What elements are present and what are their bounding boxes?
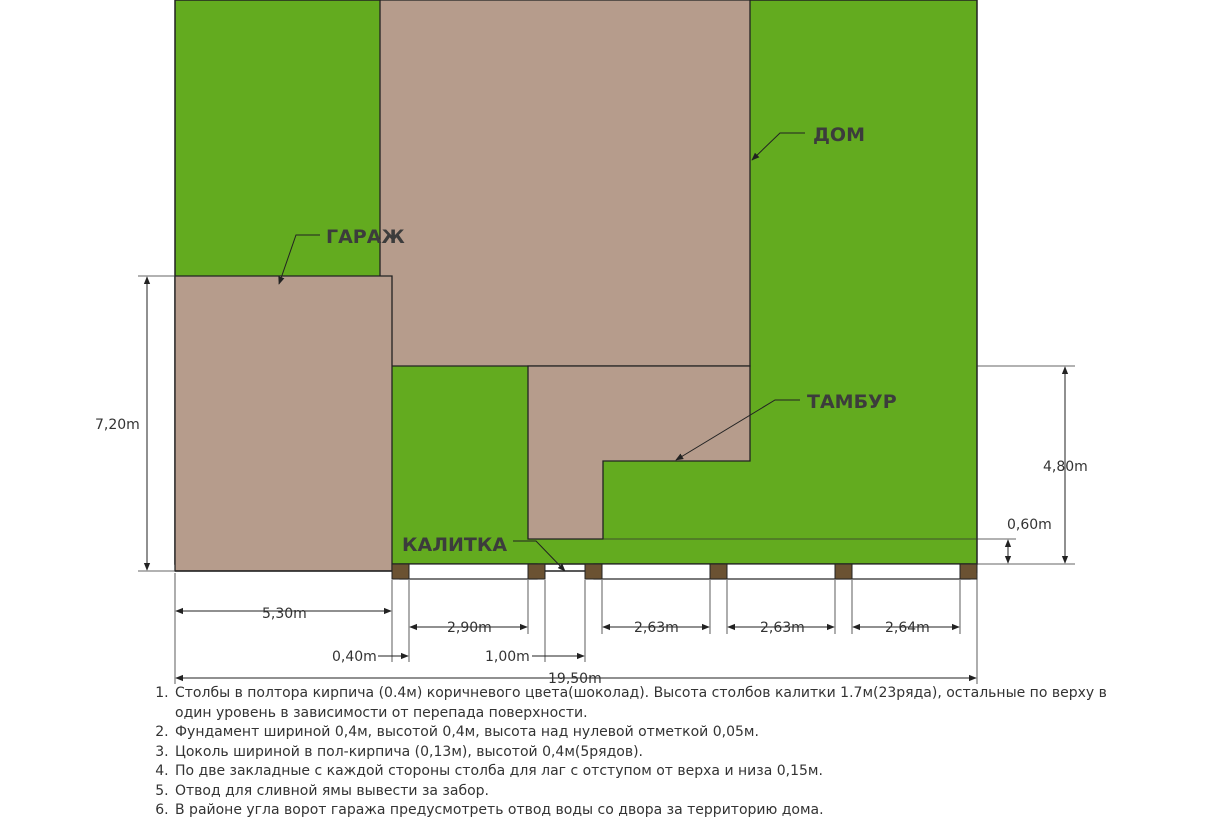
garage-footprint (174, 275, 393, 572)
house-footprint (379, 0, 751, 367)
dimension-lines (143, 276, 1069, 682)
note-item: Цоколь шириной в пол-кирпича (0,13м), вы… (173, 743, 1113, 763)
dim-span-1: 2,90m (447, 620, 492, 636)
fence-span (399, 563, 538, 580)
site-plan: ДОМ ГАРАЖ ТАМБУР КАЛИТКА (95, 0, 1088, 684)
fence-post (709, 563, 728, 580)
dim-garage-depth: 7,20m (95, 417, 140, 433)
dim-span-4: 2,64m (885, 620, 930, 636)
note-item: Отвод для сливной ямы вывести за забор. (173, 782, 1113, 802)
fence-post (834, 563, 853, 580)
dim-span-2: 2,63m (634, 620, 679, 636)
notes-list: Столбы в полтора кирпича (0.4м) коричнев… (155, 684, 1113, 821)
vestibule-footprint (527, 365, 751, 540)
garage-label: ГАРАЖ (326, 226, 405, 248)
dim-span-3: 2,63m (760, 620, 805, 636)
fence-post (391, 563, 410, 580)
dim-garage-width: 5,30m (262, 606, 307, 622)
extension-lines (138, 275, 1075, 684)
dim-gate-width: 1,00m (485, 649, 530, 665)
note-item: Фундамент шириной 0,4м, высотой 0,4м, вы… (173, 723, 1113, 743)
gate-label: КАЛИТКА (402, 534, 507, 556)
note-item: По две закладные с каждой стороны столба… (173, 762, 1113, 782)
dim-post-width: 0,40m (332, 649, 377, 665)
garage-label-group: ГАРАЖ (278, 226, 405, 285)
note-item: Столбы в полтора кирпича (0.4м) коричнев… (173, 684, 1113, 723)
dim-vestibule-offset: 0,60m (1007, 517, 1052, 533)
vestibule-label: ТАМБУР (807, 391, 897, 413)
fence-span (593, 563, 971, 580)
note-item: В районе угла ворот гаража предусмотреть… (173, 801, 1113, 821)
dim-total-width: 19,50m (548, 671, 602, 684)
fence-post (584, 563, 603, 580)
dim-house-offset: 4,80m (1043, 459, 1088, 475)
fence-post (959, 563, 978, 580)
house-label-group: ДОМ (751, 124, 865, 161)
fence-post (527, 563, 546, 580)
gate-label-group: КАЛИТКА (402, 534, 566, 572)
house-label: ДОМ (813, 124, 865, 146)
vestibule-label-group: ТАМБУР (675, 391, 897, 461)
